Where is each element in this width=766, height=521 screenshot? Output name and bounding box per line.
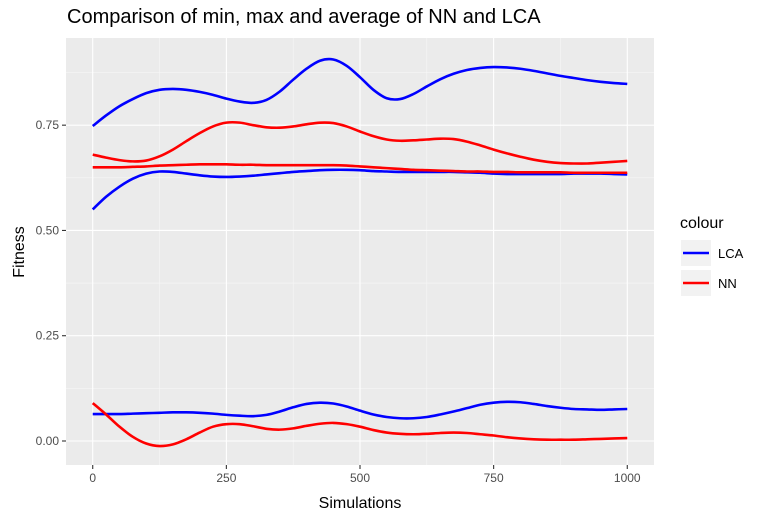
x-axis-ticks: 0 250 500 750 1000	[89, 465, 641, 485]
y-axis-title: Fitness	[11, 226, 28, 278]
series-line-nn-3	[92, 120, 628, 165]
x-tick-label: 500	[350, 471, 370, 485]
y-tick-label: 0.25	[36, 329, 60, 343]
legend-label-lca: LCA	[718, 246, 744, 261]
y-tick-label: 0.00	[36, 434, 60, 448]
series-line-nn-4	[92, 162, 628, 175]
series-line-nn-5	[91, 402, 628, 448]
x-tick-label: 750	[484, 471, 504, 485]
series-line-lca-0	[91, 57, 628, 128]
y-tick-label: 0.75	[36, 118, 60, 132]
chart-title: Comparison of min, max and average of NN…	[67, 6, 541, 28]
x-tick-label: 250	[216, 471, 236, 485]
series-lines	[91, 57, 628, 448]
legend: colour LCA NN	[680, 215, 744, 296]
x-tick-label: 0	[89, 471, 96, 485]
legend-label-nn: NN	[718, 276, 737, 291]
y-axis-ticks: 0.00 0.25 0.50 0.75	[36, 118, 66, 448]
series-line-lca-2	[92, 400, 628, 420]
x-tick-label: 1000	[614, 471, 641, 485]
major-gridlines	[66, 38, 654, 465]
x-axis-title: Simulations	[319, 495, 402, 512]
legend-title: colour	[680, 215, 724, 232]
series-line-lca-1	[91, 168, 628, 211]
y-tick-label: 0.50	[36, 223, 60, 237]
